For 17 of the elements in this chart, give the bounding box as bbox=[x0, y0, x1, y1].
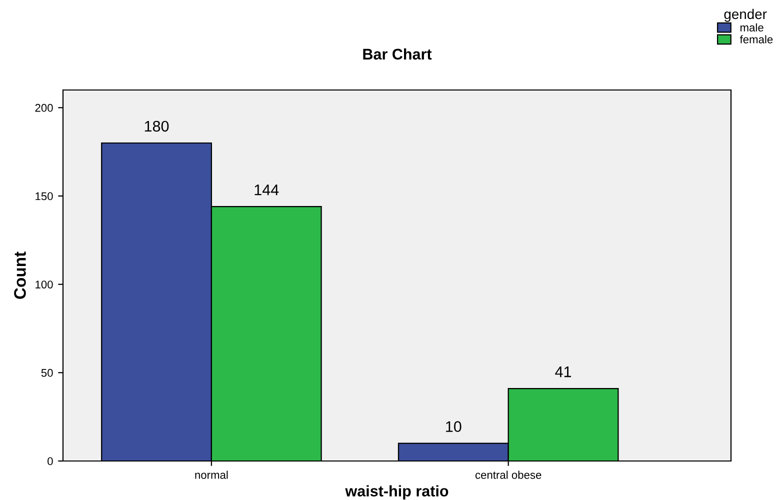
data-label: 180 bbox=[144, 120, 169, 132]
y-tick-label: 100 bbox=[36, 280, 53, 288]
y-tick-label: 150 bbox=[36, 192, 53, 200]
x-tick-label: normal bbox=[195, 470, 228, 479]
data-label: 10 bbox=[446, 421, 462, 432]
legend-label: male bbox=[740, 23, 764, 32]
y-tick-label: 0 bbox=[48, 457, 53, 466]
legend-label: female bbox=[740, 35, 773, 44]
y-tick-label: 50 bbox=[41, 368, 53, 377]
x-tick-label: central obese bbox=[475, 470, 542, 479]
y-tick-label: 200 bbox=[35, 104, 53, 112]
y-axis-title: Count bbox=[14, 252, 26, 299]
x-axis-title: waist-hip ratio bbox=[345, 485, 448, 500]
data-label: 41 bbox=[555, 366, 572, 378]
legend-title: gender bbox=[724, 8, 767, 22]
data-label: 144 bbox=[254, 184, 279, 196]
chart-title: Bar Chart bbox=[363, 48, 432, 60]
